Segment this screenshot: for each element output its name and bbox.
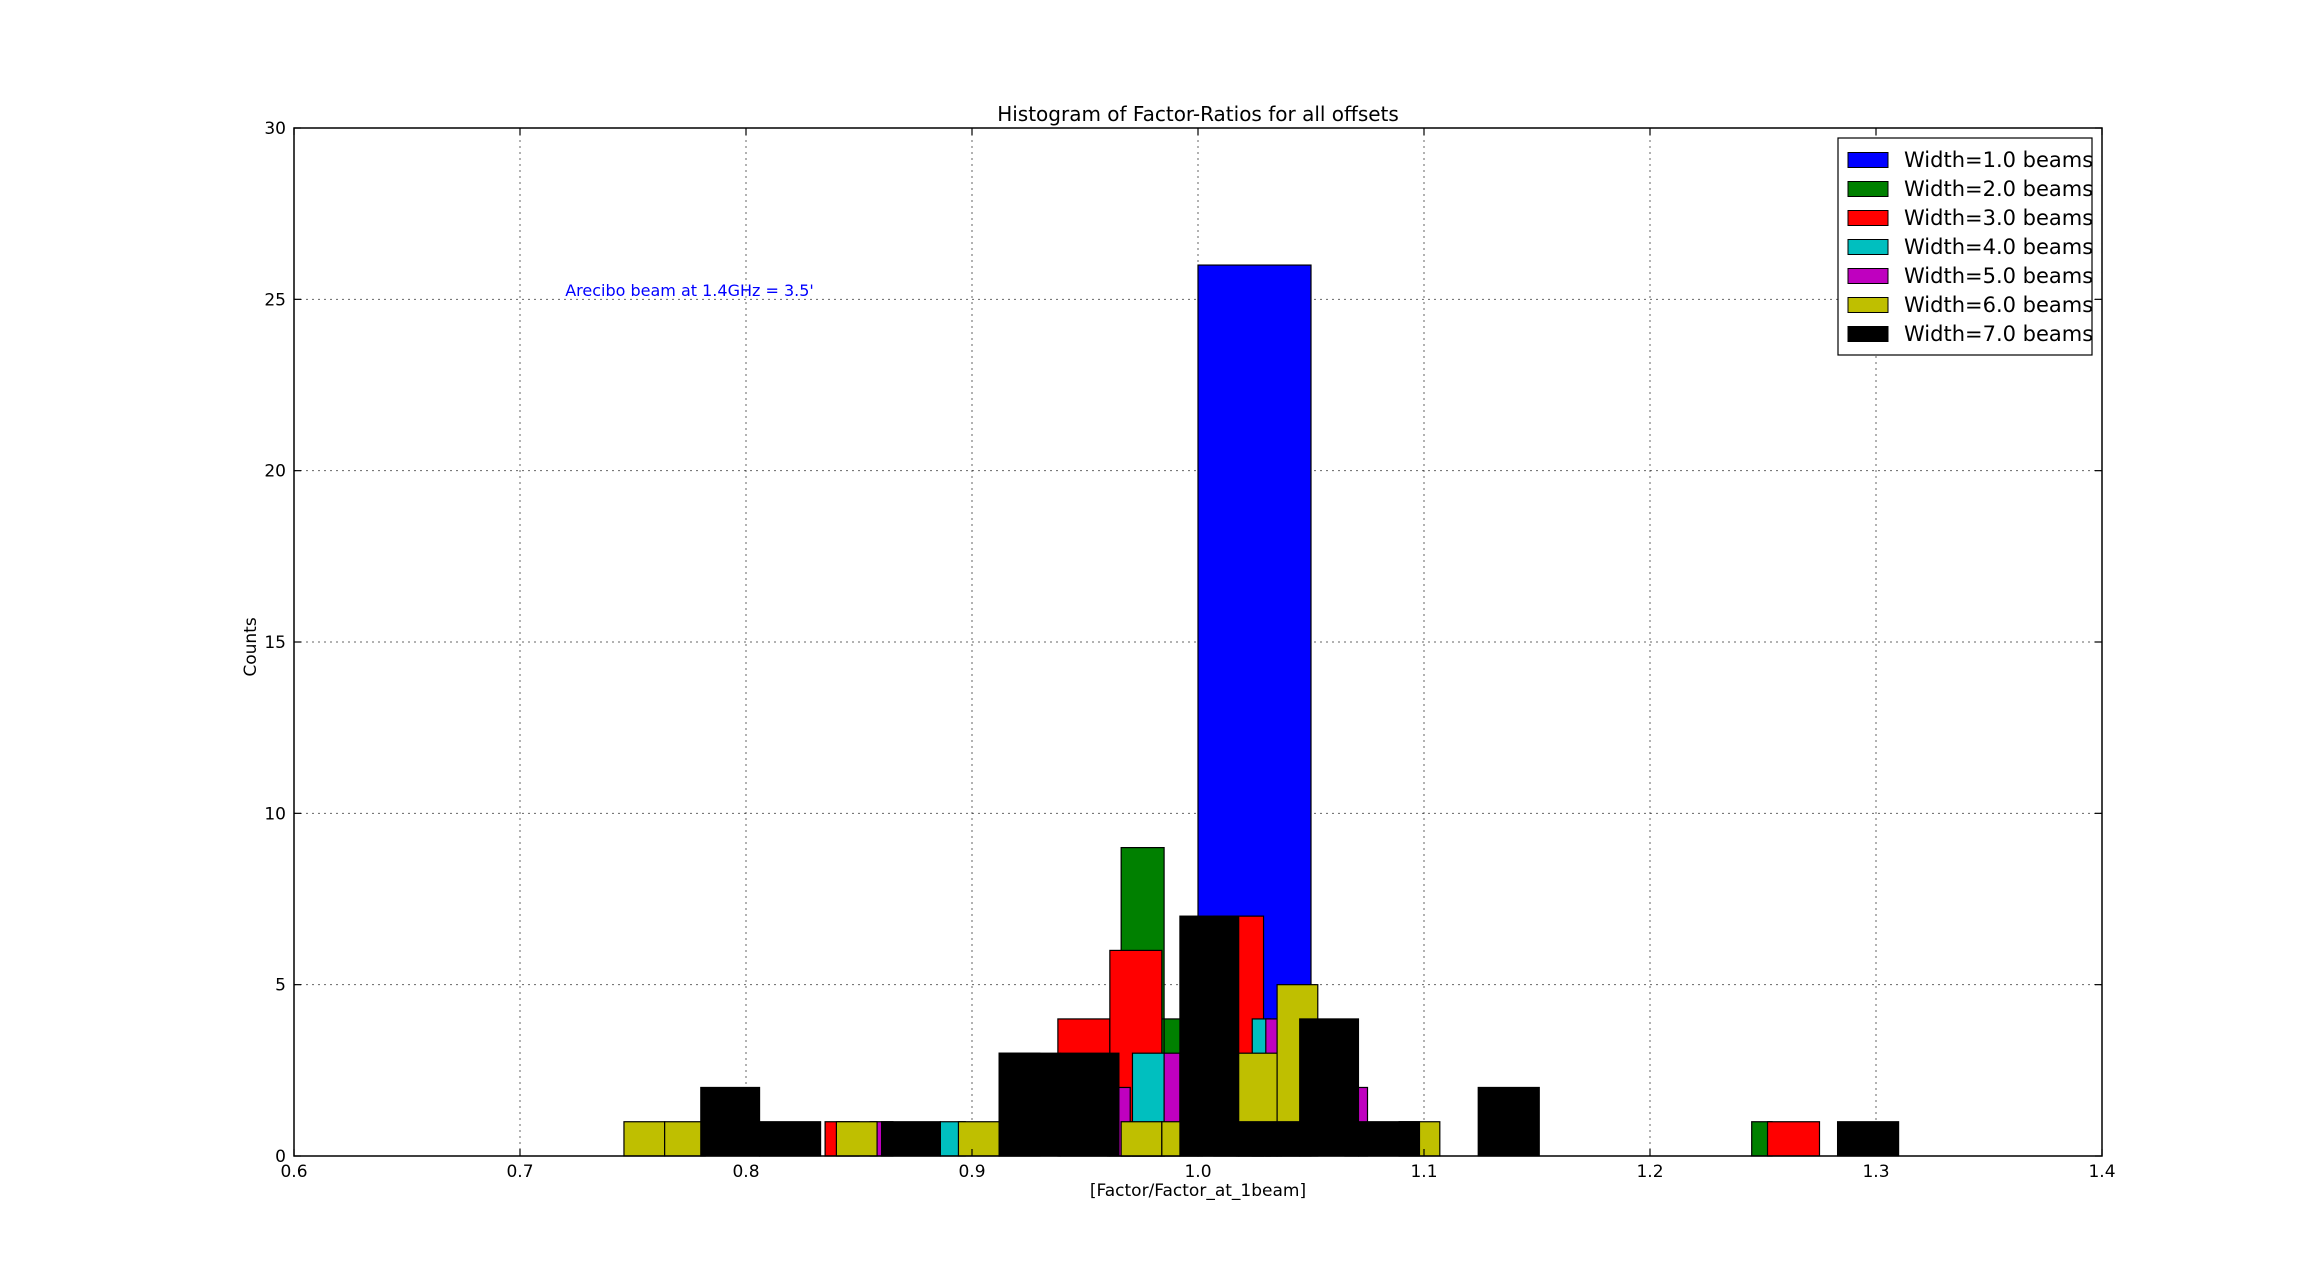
x-tick-label: 1.1 xyxy=(1410,1162,1437,1182)
legend-swatch xyxy=(1847,239,1889,255)
histogram-bar xyxy=(1357,1121,1421,1157)
histogram-bar xyxy=(1179,915,1240,1157)
plot-frame xyxy=(293,127,2103,1157)
legend-swatch xyxy=(1847,297,1889,313)
y-tick-label: 0 xyxy=(275,1147,286,1167)
histogram-bar xyxy=(835,1121,878,1157)
histogram-bar xyxy=(1477,1086,1540,1157)
legend-label: Width=3.0 beams xyxy=(1904,206,2093,230)
legend-swatch xyxy=(1847,326,1889,342)
y-tick-label: 15 xyxy=(264,633,286,653)
histogram-bar xyxy=(880,1121,941,1157)
histogram-bar xyxy=(758,1121,822,1157)
x-tick-label: 0.9 xyxy=(958,1162,985,1182)
axis-ticks: 0.6 0.7 0.8 0.9 1.0 1.1 1.2 1.3 1.4 0 5 10 15 20 25 30 xyxy=(264,119,2115,1182)
histogram-bar xyxy=(1766,1121,1821,1157)
annotation-text: Arecibo beam at 1.4GHz = 3.5' xyxy=(565,281,814,300)
histogram-bar xyxy=(1299,1018,1360,1157)
legend-label: Width=1.0 beams xyxy=(1904,148,2093,172)
legend-label: Width=7.0 beams xyxy=(1904,322,2093,346)
y-tick-label: 5 xyxy=(275,976,286,996)
legend-label: Width=2.0 beams xyxy=(1904,177,2093,201)
legend-label: Width=6.0 beams xyxy=(1904,293,2093,317)
x-tick-label: 0.6 xyxy=(280,1162,307,1182)
histogram-bar xyxy=(1238,1121,1301,1157)
histogram-bars xyxy=(623,264,1900,1157)
legend-swatch xyxy=(1847,268,1889,284)
x-tick-label: 1.2 xyxy=(1636,1162,1663,1182)
x-axis-label: [Factor/Factor_at_1beam] xyxy=(1090,1181,1306,1201)
x-tick-label: 1.3 xyxy=(1862,1162,1889,1182)
x-tick-label: 0.8 xyxy=(732,1162,759,1182)
y-tick-label: 20 xyxy=(264,462,286,482)
histogram-bar xyxy=(998,1052,1061,1157)
chart-title: Histogram of Factor-Ratios for all offse… xyxy=(997,102,1399,126)
histogram-bar xyxy=(623,1121,666,1157)
legend-swatch xyxy=(1847,181,1889,197)
y-axis-label: Counts xyxy=(241,617,261,676)
histogram-bar xyxy=(1120,1121,1163,1157)
legend-label: Width=4.0 beams xyxy=(1904,235,2093,259)
legend-swatch xyxy=(1847,152,1889,168)
y-tick-label: 25 xyxy=(264,290,286,310)
y-tick-label: 30 xyxy=(264,119,286,139)
legend-label: Width=5.0 beams xyxy=(1904,264,2093,288)
histogram-bar xyxy=(1059,1052,1120,1157)
x-tick-label: 1.4 xyxy=(2088,1162,2115,1182)
histogram-bar xyxy=(957,1121,1000,1157)
histogram-bar xyxy=(700,1086,761,1157)
y-tick-label: 10 xyxy=(264,804,286,824)
series-7-bars xyxy=(700,915,1900,1157)
histogram-bar xyxy=(1836,1121,1900,1157)
x-tick-label: 1.0 xyxy=(1184,1162,1211,1182)
histogram-bar xyxy=(664,1121,706,1157)
legend-swatch xyxy=(1847,210,1889,226)
legend: Width=1.0 beams Width=2.0 beams Width=3.0 … xyxy=(1837,137,2093,356)
x-tick-label: 0.7 xyxy=(506,1162,533,1182)
grid-lines xyxy=(294,128,2102,1156)
